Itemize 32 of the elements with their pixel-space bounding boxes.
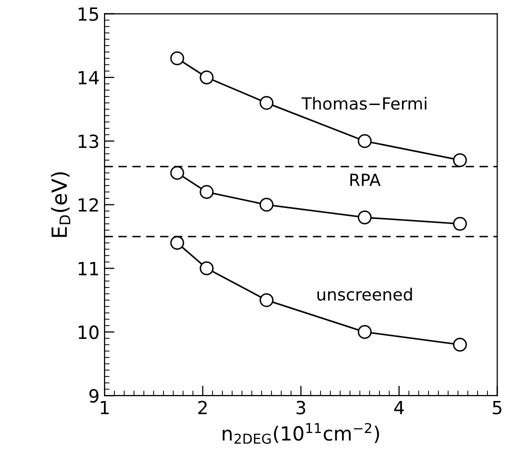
point [358,325,372,339]
point [200,70,214,84]
x-tick-label: 1 [100,401,109,414]
y-axis-title: E$_{D}$(eV) [50,172,70,237]
annotation: unscreened [317,288,412,301]
y-tick-label: 14 [78,71,99,84]
y-tick-label: 13 [78,134,98,148]
point [260,198,274,212]
point [170,236,184,250]
point [453,338,467,352]
annotation: RPA [350,174,381,186]
point [358,210,372,224]
x-axis-title: n$_{2DEG}$(10$^{11}$cm$^{−2}$) [222,422,380,444]
y-tick-label: 11 [78,262,98,276]
x-tick-label: 5 [492,401,502,414]
x-tick-label: 4 [394,401,404,414]
point [200,261,214,276]
point [200,185,214,199]
x-tick-label: 2 [198,400,207,414]
point [358,134,372,148]
point [453,153,467,168]
annotation: Thomas−Fermi [301,96,426,110]
y-tick-label: 9 [89,389,98,403]
point [453,216,467,231]
x-tick-label: 3 [296,400,306,414]
point [170,51,184,66]
y-tick-label: 15 [78,7,98,21]
y-tick-label: 10 [78,325,98,340]
point [170,166,184,180]
point [260,293,274,308]
y-tick-label: 12 [78,198,98,212]
point [260,96,274,110]
